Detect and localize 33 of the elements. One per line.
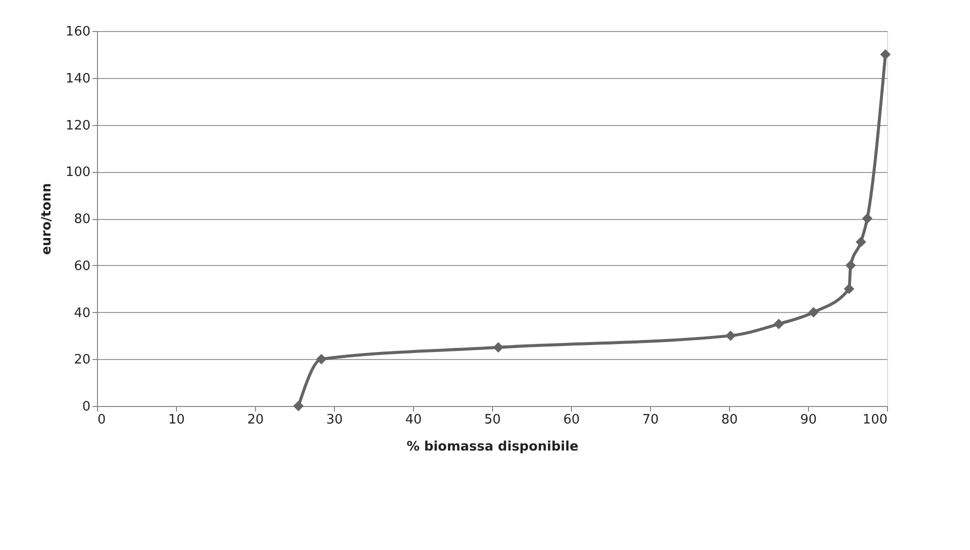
point <box>293 400 304 412</box>
x-tick-label: 90 <box>800 412 817 428</box>
point <box>316 354 327 364</box>
y-tick-label: 0 <box>82 400 90 414</box>
y-tick-label: 60 <box>74 258 90 274</box>
y-tick-label: 20 <box>74 352 90 368</box>
point <box>774 318 784 330</box>
y-tick-label: 160 <box>66 24 90 40</box>
y-tick-label: 120 <box>66 118 90 134</box>
x-tick-label: 70 <box>642 412 659 428</box>
y-axis-title: euro/tonn <box>40 183 55 255</box>
point <box>862 213 872 224</box>
point <box>856 236 866 248</box>
x-tick-label: 40 <box>405 412 422 428</box>
x-tick-label: 10 <box>168 412 185 428</box>
y-tick-label: 40 <box>74 306 90 321</box>
y-tick-label: 80 <box>74 212 90 227</box>
x-tick-label: 100 <box>862 412 888 428</box>
point <box>844 284 854 294</box>
point <box>880 49 891 60</box>
point <box>808 307 819 318</box>
x-tick-label: 20 <box>247 412 264 428</box>
x-tick-label: 80 <box>721 412 738 428</box>
x-tick-label: 0 <box>98 412 106 428</box>
point <box>845 260 856 271</box>
x-axis-title: % biomassa disponibile <box>406 440 579 454</box>
y-tick-label: 100 <box>66 165 90 180</box>
point <box>725 330 736 341</box>
point <box>493 342 504 353</box>
x-tick-label: 60 <box>563 412 580 428</box>
y-tick-label: 140 <box>66 71 90 86</box>
x-tick-label: 50 <box>484 412 501 428</box>
x-tick-label: 30 <box>326 412 343 428</box>
